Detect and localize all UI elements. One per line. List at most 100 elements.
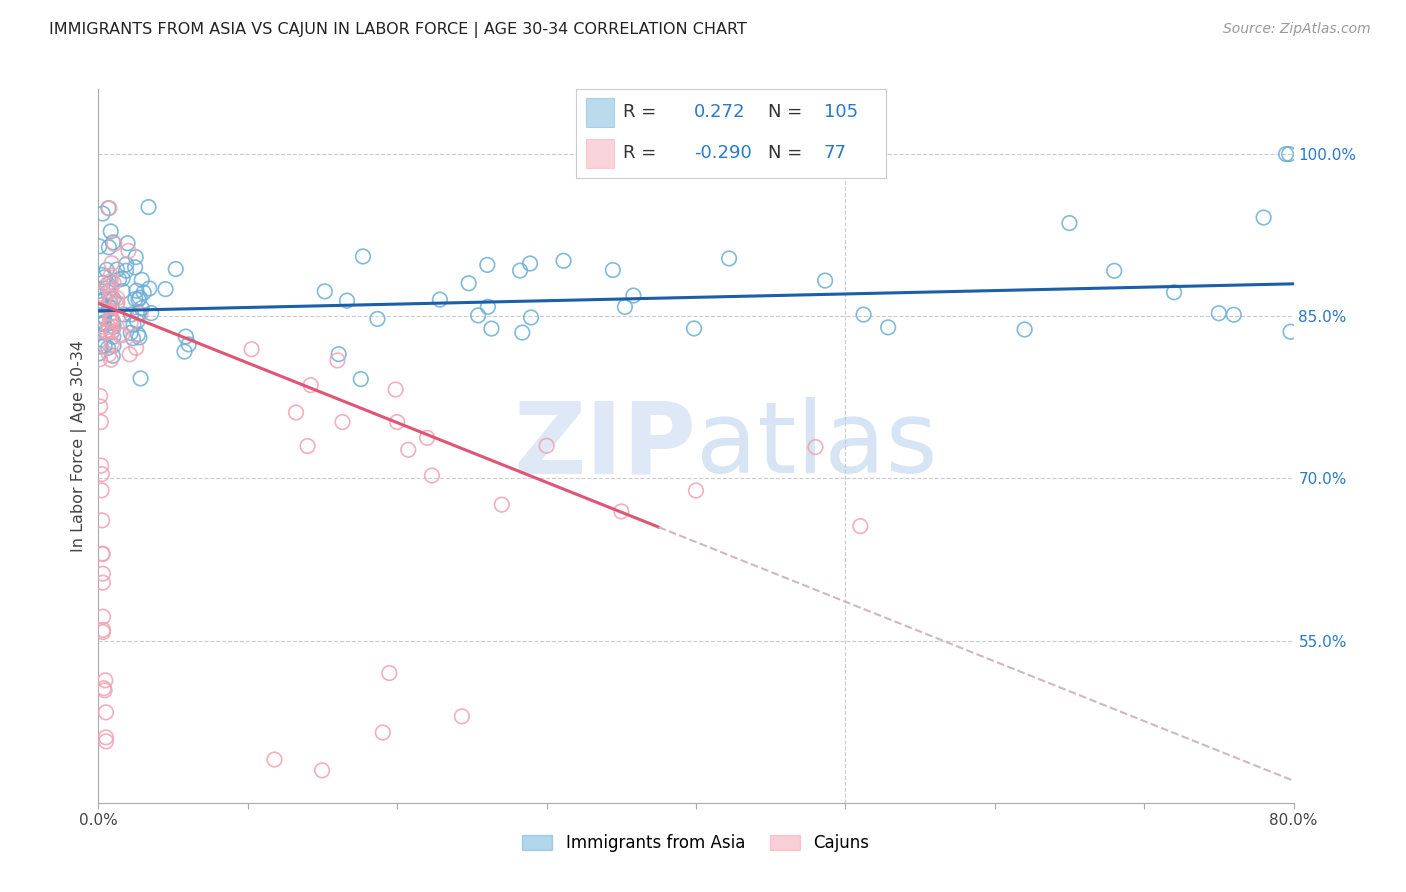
Point [174, 329, 197, 343]
Point [100, 284, 122, 298]
Point [91, 575, 114, 590]
Point [384, 383, 406, 397]
Point [93, 317, 115, 331]
Point [100, 268, 122, 283]
Point [336, 293, 359, 308]
Point [1163, 285, 1185, 300]
Point [111, 271, 134, 285]
Point [173, 344, 195, 359]
Point [328, 347, 350, 361]
Point [128, 291, 150, 305]
Point [90, 458, 112, 473]
Point [100, 294, 122, 309]
Point [115, 257, 138, 271]
Point [98, 301, 121, 315]
Point [125, 341, 148, 355]
Text: -0.290: -0.290 [695, 145, 752, 162]
Point [127, 293, 149, 307]
Point [93, 315, 115, 329]
Point [90, 483, 112, 498]
Point [350, 372, 373, 386]
Point [1279, 325, 1302, 339]
Point [87, 346, 110, 360]
Point [91, 513, 114, 527]
Point [89, 400, 111, 414]
Point [91, 276, 114, 290]
Point [111, 284, 134, 298]
Point [93, 681, 115, 696]
Text: ZIP: ZIP [513, 398, 696, 494]
Point [685, 483, 707, 498]
Point [1014, 322, 1036, 336]
Point [366, 312, 388, 326]
Point [131, 273, 153, 287]
Point [124, 260, 146, 275]
Point [849, 519, 872, 533]
Point [1223, 308, 1246, 322]
Point [98, 201, 121, 215]
Point [118, 347, 141, 361]
Point [420, 468, 443, 483]
Point [509, 263, 531, 277]
Point [285, 405, 308, 419]
Point [89, 239, 111, 253]
Point [97, 341, 120, 355]
Point [103, 236, 125, 251]
Point [155, 282, 177, 296]
Point [240, 343, 263, 357]
Point [96, 277, 118, 292]
Point [100, 352, 122, 367]
Point [89, 293, 111, 308]
Point [128, 330, 150, 344]
Point [332, 415, 354, 429]
Text: IMMIGRANTS FROM ASIA VS CAJUN IN LABOR FORCE | AGE 30-34 CORRELATION CHART: IMMIGRANTS FROM ASIA VS CAJUN IN LABOR F… [49, 22, 747, 38]
Point [90, 467, 112, 481]
Point [90, 298, 112, 312]
Point [103, 330, 125, 344]
Point [129, 371, 152, 385]
Point [91, 547, 114, 561]
Point [96, 262, 118, 277]
Point [117, 236, 139, 251]
Point [91, 623, 114, 637]
Point [94, 292, 117, 306]
Point [98, 312, 121, 326]
Text: R =: R = [623, 145, 657, 162]
Point [98, 294, 121, 309]
Text: N =: N = [768, 145, 803, 162]
Point [103, 292, 125, 306]
Point [89, 317, 111, 331]
Point [90, 415, 112, 429]
Point [138, 281, 160, 295]
Point [97, 201, 120, 215]
Point [97, 320, 120, 334]
Point [120, 326, 142, 340]
Point [101, 325, 124, 339]
Legend: Immigrants from Asia, Cajuns: Immigrants from Asia, Cajuns [516, 828, 876, 859]
Point [91, 206, 114, 220]
Point [115, 264, 138, 278]
Point [97, 240, 120, 254]
Text: N =: N = [768, 103, 803, 121]
Point [89, 352, 111, 367]
Point [100, 301, 122, 315]
Point [553, 253, 575, 268]
Point [105, 291, 128, 305]
Point [90, 340, 112, 354]
Point [263, 753, 285, 767]
Point [450, 709, 472, 723]
Point [97, 277, 120, 292]
FancyBboxPatch shape [586, 98, 613, 127]
Point [108, 327, 131, 342]
Point [94, 325, 117, 339]
Point [98, 291, 121, 305]
Text: Source: ZipAtlas.com: Source: ZipAtlas.com [1223, 22, 1371, 37]
Point [297, 439, 319, 453]
Point [520, 310, 543, 325]
Point [87, 287, 110, 301]
Point [416, 431, 439, 445]
Point [112, 307, 135, 321]
Point [396, 442, 419, 457]
Point [718, 252, 741, 266]
Point [814, 274, 837, 288]
